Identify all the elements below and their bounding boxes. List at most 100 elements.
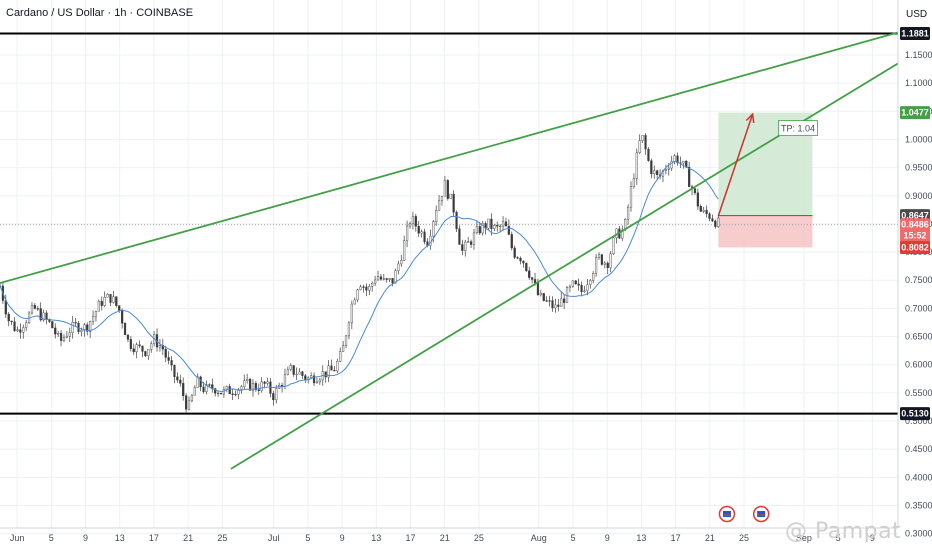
candle (182, 383, 185, 396)
y-tick-label: 1.1500 (905, 50, 932, 60)
candle (440, 196, 444, 201)
candle (112, 296, 115, 303)
chart-title: Cardano / US Dollar · 1h · COINBASE (6, 7, 194, 19)
candle (187, 400, 191, 410)
candle (36, 308, 39, 310)
candle (100, 301, 103, 306)
candle (301, 371, 304, 376)
candle (254, 383, 257, 390)
candle (231, 393, 234, 395)
candle (504, 221, 508, 227)
candle (603, 262, 606, 265)
candle (626, 206, 630, 220)
candle (339, 351, 342, 362)
candle (560, 298, 563, 307)
candle (513, 247, 516, 258)
price-tag-label: 0.5130 (901, 409, 929, 419)
candle (682, 160, 685, 164)
candle (563, 298, 566, 303)
candle (283, 374, 287, 387)
candle (667, 167, 670, 170)
candle (121, 310, 124, 324)
candle (420, 231, 423, 234)
candle (557, 304, 560, 307)
loss-zone (718, 215, 813, 248)
x-tick-label: Sep (796, 533, 812, 543)
candle (644, 135, 647, 150)
candle (115, 296, 118, 306)
candle (612, 237, 615, 255)
x-tick-label: 17 (149, 533, 159, 543)
candle (510, 234, 513, 249)
candle (548, 300, 551, 302)
candle (350, 303, 353, 324)
price-tag-label: 1.1881 (901, 29, 929, 39)
candle (391, 278, 394, 284)
price-tag (900, 240, 930, 254)
candle (298, 371, 301, 375)
candle (647, 148, 650, 161)
candle (123, 323, 127, 336)
candle (368, 286, 371, 291)
candle (310, 375, 313, 378)
y-tick-label: 1.0000 (905, 134, 932, 144)
candle (126, 334, 130, 340)
candle (83, 324, 86, 331)
candle (394, 270, 397, 284)
x-tick-label: 13 (115, 533, 125, 543)
candle (371, 282, 374, 287)
x-tick-label: 21 (183, 533, 193, 543)
candle (158, 345, 162, 348)
candle (295, 373, 298, 376)
candle (403, 240, 406, 261)
candle (554, 304, 557, 309)
candle (327, 365, 330, 378)
candle (205, 384, 208, 392)
candle (516, 257, 519, 259)
candle (344, 335, 348, 346)
candle (286, 369, 289, 376)
price-axis-panel (898, 0, 932, 550)
candle (455, 212, 458, 230)
candle (336, 361, 339, 372)
candle (315, 381, 319, 384)
candle (551, 300, 554, 309)
candle (330, 365, 333, 371)
candle (214, 388, 217, 394)
candle (10, 320, 13, 322)
candle (356, 289, 359, 301)
candle (411, 216, 415, 224)
candle (522, 260, 525, 264)
candle (275, 388, 278, 401)
x-tick-label: 17 (406, 533, 416, 543)
price-tag-label: 0.8486 (901, 220, 929, 230)
x-tick-label: 9 (605, 533, 610, 543)
candle (86, 324, 89, 332)
x-tick-label: 13 (636, 533, 646, 543)
candle (461, 244, 464, 251)
candle (234, 393, 237, 396)
x-tick-label: 13 (371, 533, 381, 543)
candle (490, 218, 493, 229)
candle (257, 389, 260, 391)
y-tick-label: 0.7500 (905, 275, 932, 285)
candle (696, 192, 699, 207)
y-tick-label: 1.1000 (905, 78, 932, 88)
candle (458, 228, 461, 245)
candle (240, 386, 243, 390)
candle (467, 241, 470, 243)
candle (635, 152, 638, 179)
candle (292, 365, 295, 375)
candle (333, 369, 336, 372)
candle (170, 360, 173, 366)
candle (621, 229, 624, 239)
candle (312, 375, 316, 384)
currency-label[interactable]: USD (906, 9, 928, 20)
candle (118, 305, 121, 311)
candle (22, 327, 25, 333)
y-tick-label: 0.5000 (905, 416, 932, 426)
target-arrow-head (745, 112, 755, 124)
y-tick-label: 0.6500 (905, 332, 932, 342)
